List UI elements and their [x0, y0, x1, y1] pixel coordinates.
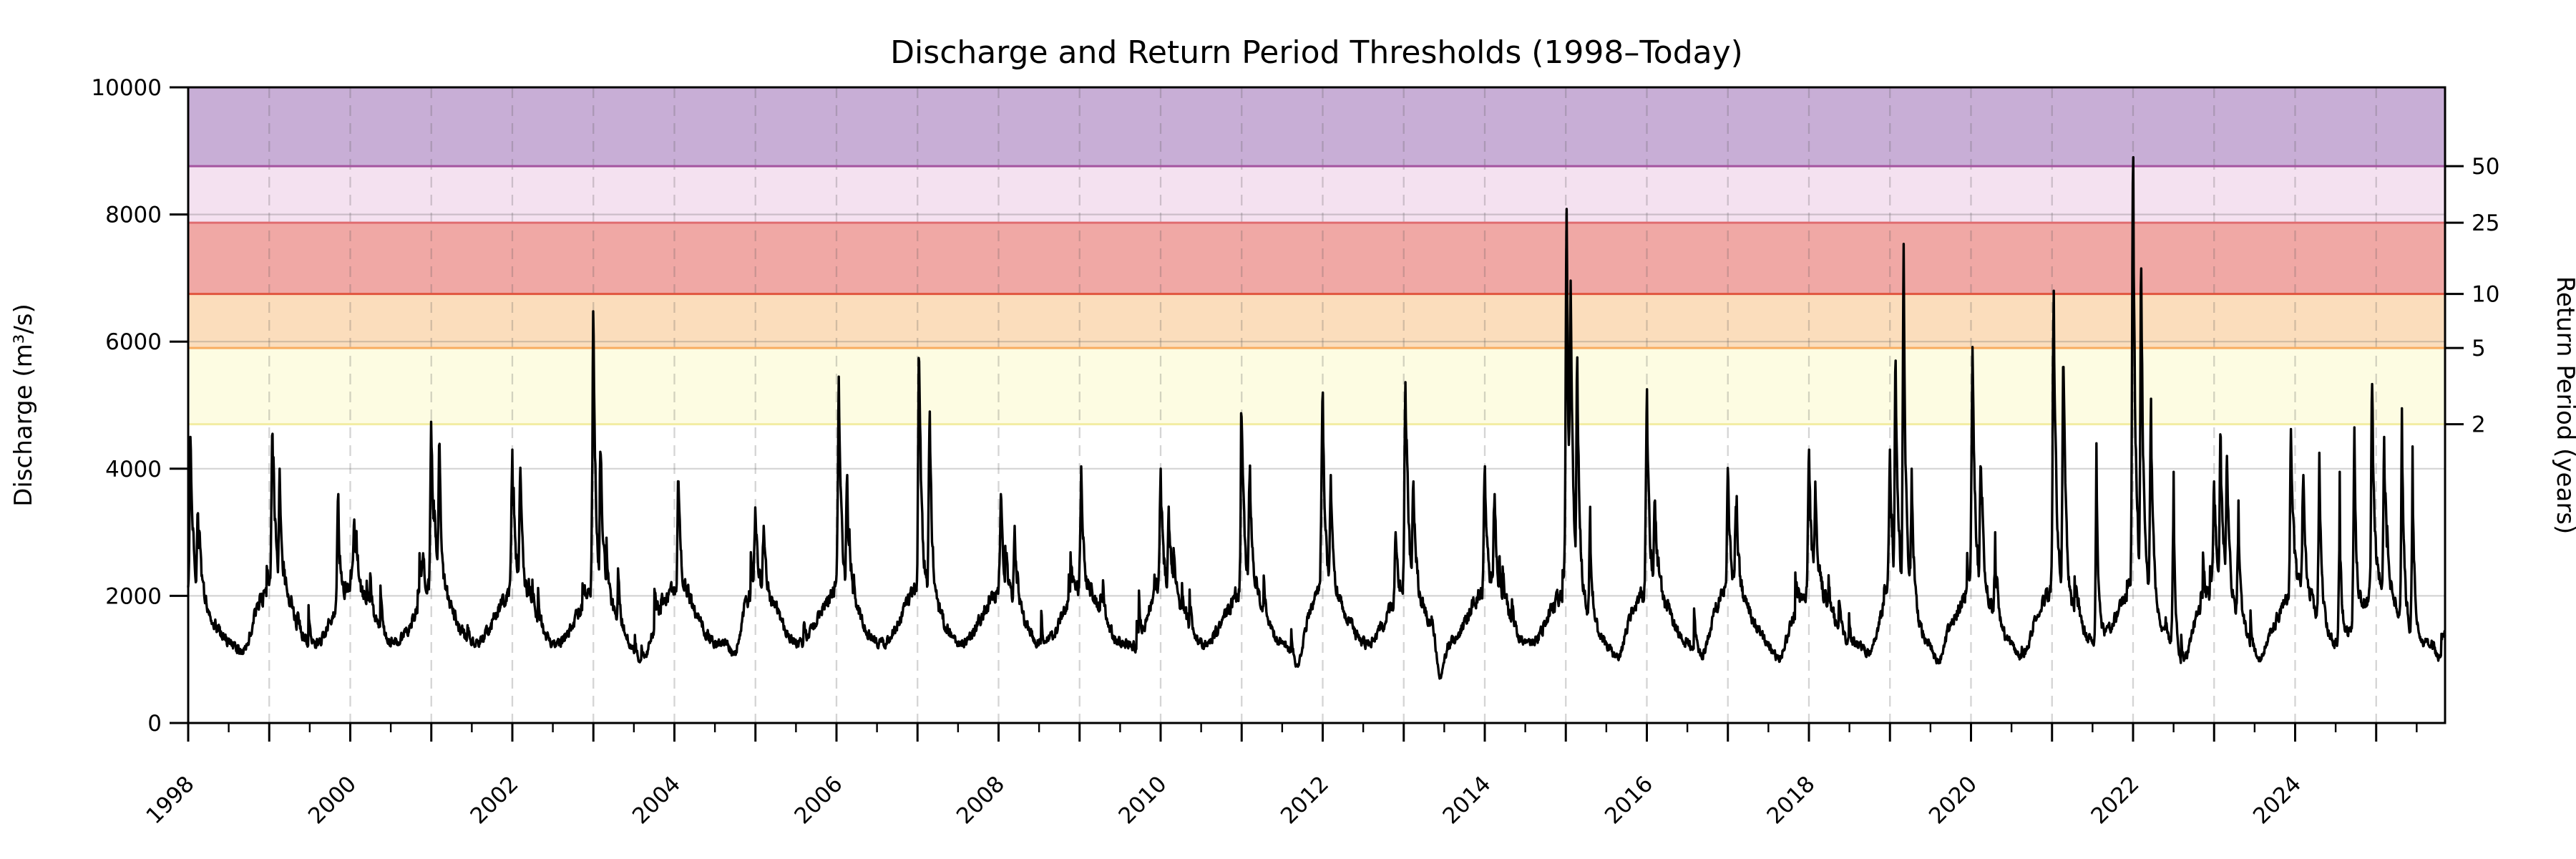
x-tick-label-2000: 2000 — [303, 771, 361, 829]
x-tick-label-2014: 2014 — [1438, 771, 1496, 829]
return-period-tick-label-10: 10 — [2472, 282, 2499, 308]
x-tick-label-2024: 2024 — [2248, 771, 2306, 829]
threshold-lines — [188, 165, 2445, 426]
y-tick-label-10000: 10000 — [91, 75, 162, 101]
y-gridlines — [188, 213, 2445, 597]
return-period-band-5yr — [188, 293, 2445, 349]
chart-title: Discharge and Return Period Thresholds (… — [890, 34, 1743, 71]
discharge-line — [187, 156, 2446, 680]
x-tick-label-2008: 2008 — [952, 771, 1010, 829]
x-tick-label-1998: 1998 — [141, 771, 199, 829]
return-period-band-10yr — [188, 223, 2445, 294]
return-period-axis-label: Return Period (years) — [2551, 276, 2576, 535]
y-tick-label-6000: 6000 — [105, 329, 162, 355]
return-period-band-50yr — [188, 87, 2445, 167]
y-tick-label-2000: 2000 — [105, 583, 162, 609]
x-tick-label-2016: 2016 — [1600, 771, 1658, 829]
return-period-tick-label-5: 5 — [2472, 336, 2486, 361]
discharge-series — [187, 156, 2446, 680]
y-axis-ticks — [170, 86, 188, 724]
return-period-tick-label-2: 2 — [2472, 412, 2486, 438]
threshold-bands — [188, 87, 2445, 424]
y-tick-label-0: 0 — [147, 711, 162, 737]
return-period-band-25yr — [188, 166, 2445, 223]
x-axis-ticks — [187, 723, 2418, 742]
x-tick-label-2012: 2012 — [1276, 771, 1334, 829]
x-tick-label-2006: 2006 — [789, 771, 847, 829]
return-period-band-2yr — [188, 348, 2445, 424]
plot-border — [187, 86, 2446, 724]
y-tick-label-8000: 8000 — [105, 203, 162, 228]
y-axis-label: Discharge (m³/s) — [9, 304, 38, 507]
x-axis-tick-labels: 1998 2000 2002 2004 2006 2008 2010 2012 2014 2016… — [141, 771, 2306, 829]
x-gridlines — [187, 87, 2377, 723]
axes-spines — [187, 86, 2446, 724]
return-period-tick-label-25: 25 — [2472, 210, 2499, 236]
y-tick-label-4000: 4000 — [105, 457, 162, 482]
y-axis-tick-labels: 0 2000 4000 6000 8000 10000 — [91, 75, 162, 737]
x-tick-label-2004: 2004 — [628, 771, 686, 829]
x-tick-label-2018: 2018 — [1762, 771, 1820, 829]
return-period-tick-label-50: 50 — [2472, 154, 2499, 180]
x-tick-label-2002: 2002 — [465, 771, 523, 829]
x-tick-label-2022: 2022 — [2086, 771, 2144, 829]
x-tick-label-2010: 2010 — [1113, 771, 1171, 829]
return-period-axis-ticks — [2445, 165, 2464, 426]
x-tick-label-2020: 2020 — [1924, 771, 1982, 829]
